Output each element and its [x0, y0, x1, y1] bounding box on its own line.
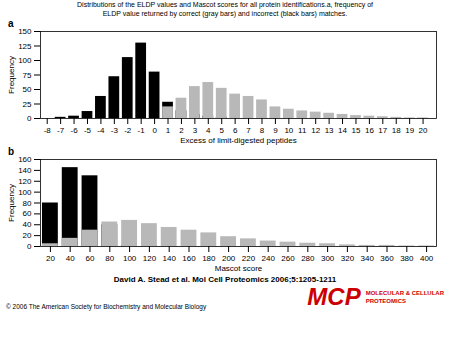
svg-text:380: 380 [400, 254, 414, 263]
svg-text:14: 14 [338, 126, 347, 135]
svg-text:5: 5 [219, 126, 224, 135]
svg-text:10: 10 [284, 126, 293, 135]
svg-text:100: 100 [123, 254, 137, 263]
svg-text:140: 140 [18, 166, 32, 175]
svg-text:260: 260 [281, 254, 295, 263]
svg-text:40: 40 [66, 254, 75, 263]
svg-text:12: 12 [311, 126, 320, 135]
svg-text:13: 13 [325, 126, 334, 135]
svg-text:-7: -7 [57, 126, 65, 135]
svg-text:4: 4 [206, 126, 211, 135]
html-text:MCP: MCP [307, 283, 361, 310]
svg-text:Mascot score: Mascot score [215, 264, 263, 273]
svg-text:340: 340 [361, 254, 375, 263]
svg-text:100: 100 [18, 188, 32, 197]
svg-text:160: 160 [182, 254, 196, 263]
svg-text:150: 150 [18, 27, 32, 36]
svg-text:140: 140 [163, 254, 177, 263]
html-text:b: b [8, 146, 15, 157]
svg-text:11: 11 [298, 126, 307, 135]
svg-text:80: 80 [23, 199, 32, 208]
svg-text:300: 300 [321, 254, 335, 263]
svg-text:0: 0 [27, 242, 32, 251]
svg-text:-1: -1 [138, 126, 146, 135]
svg-text:40: 40 [23, 220, 32, 229]
svg-text:240: 240 [262, 254, 276, 263]
svg-text:-5: -5 [84, 126, 92, 135]
svg-text:20: 20 [419, 126, 428, 135]
html-text:David A. Stead et al. Mol Cell: David A. Stead et al. Mol Cell Proteomic… [113, 275, 337, 284]
svg-text:60: 60 [23, 209, 32, 218]
svg-text:2: 2 [179, 126, 184, 135]
svg-text:6: 6 [233, 126, 238, 135]
svg-text:19: 19 [405, 126, 414, 135]
svg-text:125: 125 [18, 42, 32, 51]
html-text:Distributions of the ELDP valu: Distributions of the ELDP values and Mas… [77, 1, 373, 8]
svg-text:20: 20 [23, 231, 32, 240]
svg-text:15: 15 [352, 126, 361, 135]
svg-text:50: 50 [23, 85, 32, 94]
svg-text:280: 280 [301, 254, 315, 263]
svg-text:-3: -3 [111, 126, 119, 135]
html-text:a: a [8, 18, 14, 29]
svg-text:17: 17 [378, 126, 387, 135]
svg-text:0: 0 [152, 126, 157, 135]
svg-text:120: 120 [143, 254, 157, 263]
svg-text:-4: -4 [97, 126, 105, 135]
svg-text:8: 8 [260, 126, 265, 135]
html-text:MOLECULAR & CELLULAR: MOLECULAR & CELLULAR [365, 290, 444, 296]
html-text:© 2006 The American Society fo: © 2006 The American Society for Biochemi… [6, 303, 207, 310]
svg-text:3: 3 [193, 126, 198, 135]
svg-text:180: 180 [202, 254, 216, 263]
svg-text:220: 220 [242, 254, 256, 263]
svg-text:9: 9 [273, 126, 278, 135]
svg-text:Frequency: Frequency [7, 184, 16, 222]
svg-text:60: 60 [86, 254, 95, 263]
svg-text:25: 25 [23, 100, 32, 109]
svg-text:200: 200 [222, 254, 236, 263]
svg-text:320: 320 [341, 254, 355, 263]
svg-text:160: 160 [18, 155, 32, 164]
svg-text:75: 75 [23, 71, 32, 80]
svg-text:Excess of limit-digested pepti: Excess of limit-digested peptides [180, 136, 297, 145]
html-text:PROTEOMICS: PROTEOMICS [365, 298, 406, 304]
svg-text:-8: -8 [44, 126, 52, 135]
svg-text:1: 1 [166, 126, 171, 135]
svg-text:7: 7 [246, 126, 251, 135]
svg-text:18: 18 [392, 126, 401, 135]
svg-text:Frequency: Frequency [7, 56, 16, 94]
svg-text:400: 400 [420, 254, 434, 263]
html-text:ELDP value returned by correct: ELDP value returned by correct (gray bar… [102, 10, 348, 17]
svg-text:360: 360 [380, 254, 394, 263]
svg-text:20: 20 [46, 254, 55, 263]
svg-text:100: 100 [18, 56, 32, 65]
svg-text:-2: -2 [124, 126, 132, 135]
svg-text:16: 16 [365, 126, 374, 135]
svg-text:120: 120 [18, 177, 32, 186]
svg-text:80: 80 [105, 254, 114, 263]
svg-text:0: 0 [27, 114, 32, 123]
svg-text:-6: -6 [70, 126, 78, 135]
